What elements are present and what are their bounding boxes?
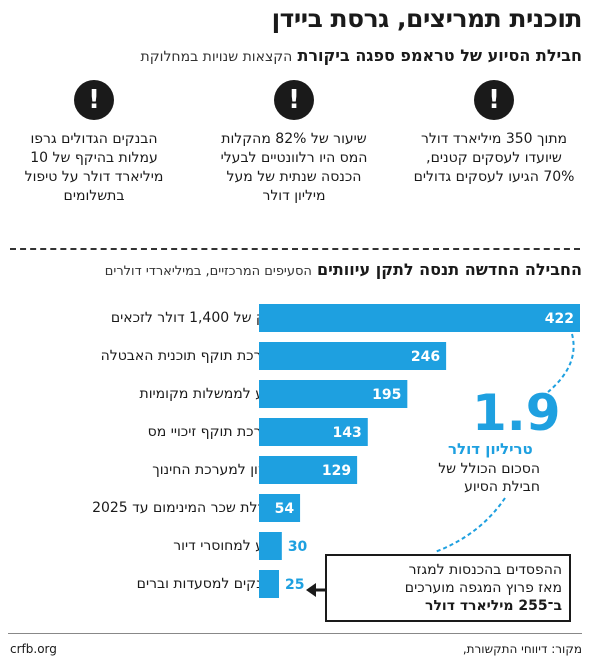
category-label: סיוע לממשלות מקומיות: [139, 386, 280, 402]
category-label: סיוע למחוסרי דיור: [173, 538, 280, 554]
total-unit: טריליון דולר: [448, 440, 533, 458]
bar: [259, 418, 368, 446]
source-note: מקור: דיווחי התקשורת,: [462, 642, 582, 656]
category-label: הארכת תוקף זיכויי מס: [147, 424, 280, 440]
exclamation-icon: !: [274, 80, 314, 120]
chart-title-light: הסעיפים המרכזיים, במיליארדי דולרים: [104, 264, 312, 279]
bar-value-label: 30: [288, 539, 308, 555]
bar-value-label: 25: [285, 577, 304, 593]
callout-line: מאז פרוץ המגפה מוערכים: [404, 580, 562, 596]
fact-text: מתוך 350 מיליארד דולר שיועדו לעסקים קטני…: [413, 131, 575, 185]
page-title: תוכנית תמריצים, גרסת ביידן: [271, 4, 583, 33]
bar-value-label: 54: [275, 501, 295, 517]
bar-value-label: 422: [545, 311, 574, 327]
bar: [259, 456, 358, 484]
connector-line: [434, 497, 506, 553]
exclamation-icon: !: [474, 80, 514, 120]
category-label: הארכת תוקף תוכנית האבטלה: [100, 348, 280, 364]
subtitle: חבילת הסיוע של טראמפ ספגה ביקורת הקצאות …: [141, 46, 582, 65]
source-site: crfb.org: [10, 642, 57, 656]
callout-arrow-head: [306, 583, 316, 597]
callout-box: ההפסדים בהכנסות למגזר מאז פרוץ המגפה מוע…: [325, 554, 571, 622]
bar: [259, 570, 279, 598]
bar: [259, 494, 301, 522]
fact-text: הבנקים הגדולים גרפו עמלות בהיקף של 10 מי…: [24, 131, 164, 204]
bar: [259, 380, 408, 408]
total-description: הסכום הכולל של חבילת הסיוע: [438, 461, 540, 495]
bar-value-label: 246: [411, 349, 440, 365]
chart-title-bold: החבילה החדשה תנסה לתקן עיוותים: [317, 260, 582, 279]
exclamation-icon: !: [74, 80, 114, 120]
connector-line: [547, 333, 575, 393]
chart-title: החבילה החדשה תנסה לתקן עיוותים הסעיפים ה…: [105, 260, 582, 279]
bar-value-label: 195: [372, 387, 401, 403]
callout-line: ההפסדים בהכנסות למגזר: [408, 562, 562, 578]
total-number: 1.9: [472, 384, 561, 442]
bar: [259, 304, 580, 332]
bar: [259, 342, 447, 370]
footer-rule: [8, 633, 582, 634]
category-label: הגדלת שכר המינימום עד 2025: [92, 500, 280, 516]
callout-line-emphasis: ב־255 מיליארד דולר: [425, 598, 562, 614]
bar-value-label: 129: [322, 463, 351, 479]
section-divider: [10, 248, 580, 250]
fact-text: שיעור של 82% מהקלות המס היו רלוונטיים לב…: [220, 131, 368, 204]
category-label: מענקים למסעדות וברים: [136, 576, 280, 592]
bar-value-label: 143: [333, 425, 362, 441]
category-label: מימון למערכת החינוך: [152, 462, 280, 478]
bar: [259, 532, 282, 560]
subtitle-bold: חבילת הסיוע של טראמפ ספגה ביקורת: [297, 46, 582, 65]
subtitle-light: הקצאות שנויות במחלוקת: [140, 49, 293, 65]
